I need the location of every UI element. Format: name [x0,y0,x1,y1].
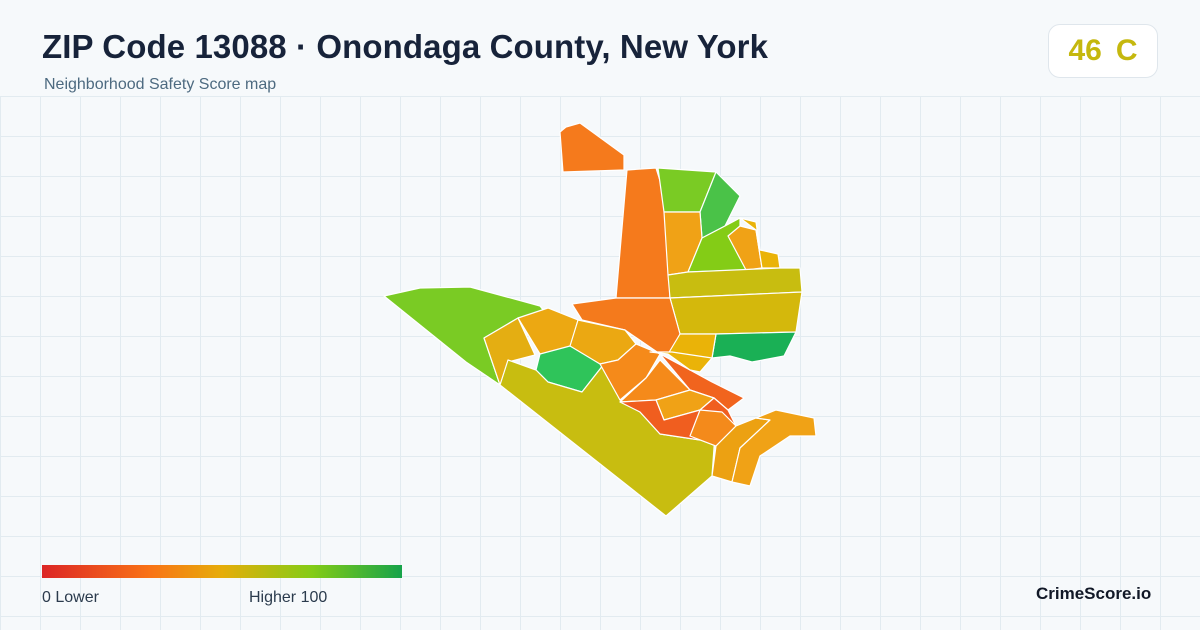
legend-low-label: 0 Lower [42,589,99,606]
map-region[interactable] [731,409,817,487]
safety-score-value: 46 [1068,34,1102,67]
map-region[interactable] [483,317,536,386]
legend-gradient-bar [42,565,402,578]
safety-score-grade: C [1115,34,1138,67]
page-title: ZIP Code 13088 · Onondaga County, New Yo… [42,28,769,65]
legend-high-label: Higher 100 [249,589,328,606]
map-region[interactable] [711,331,797,363]
safety-score-badge: 46 C [1048,24,1158,78]
brand-logo-text[interactable]: CrimeScore.io [1036,584,1152,603]
map-region[interactable] [559,122,625,173]
header-band [0,0,1200,96]
map-region[interactable] [669,291,803,335]
map-region[interactable] [649,351,713,373]
map-region[interactable] [739,217,781,269]
page-subtitle: Neighborhood Safety Score map [44,76,277,93]
